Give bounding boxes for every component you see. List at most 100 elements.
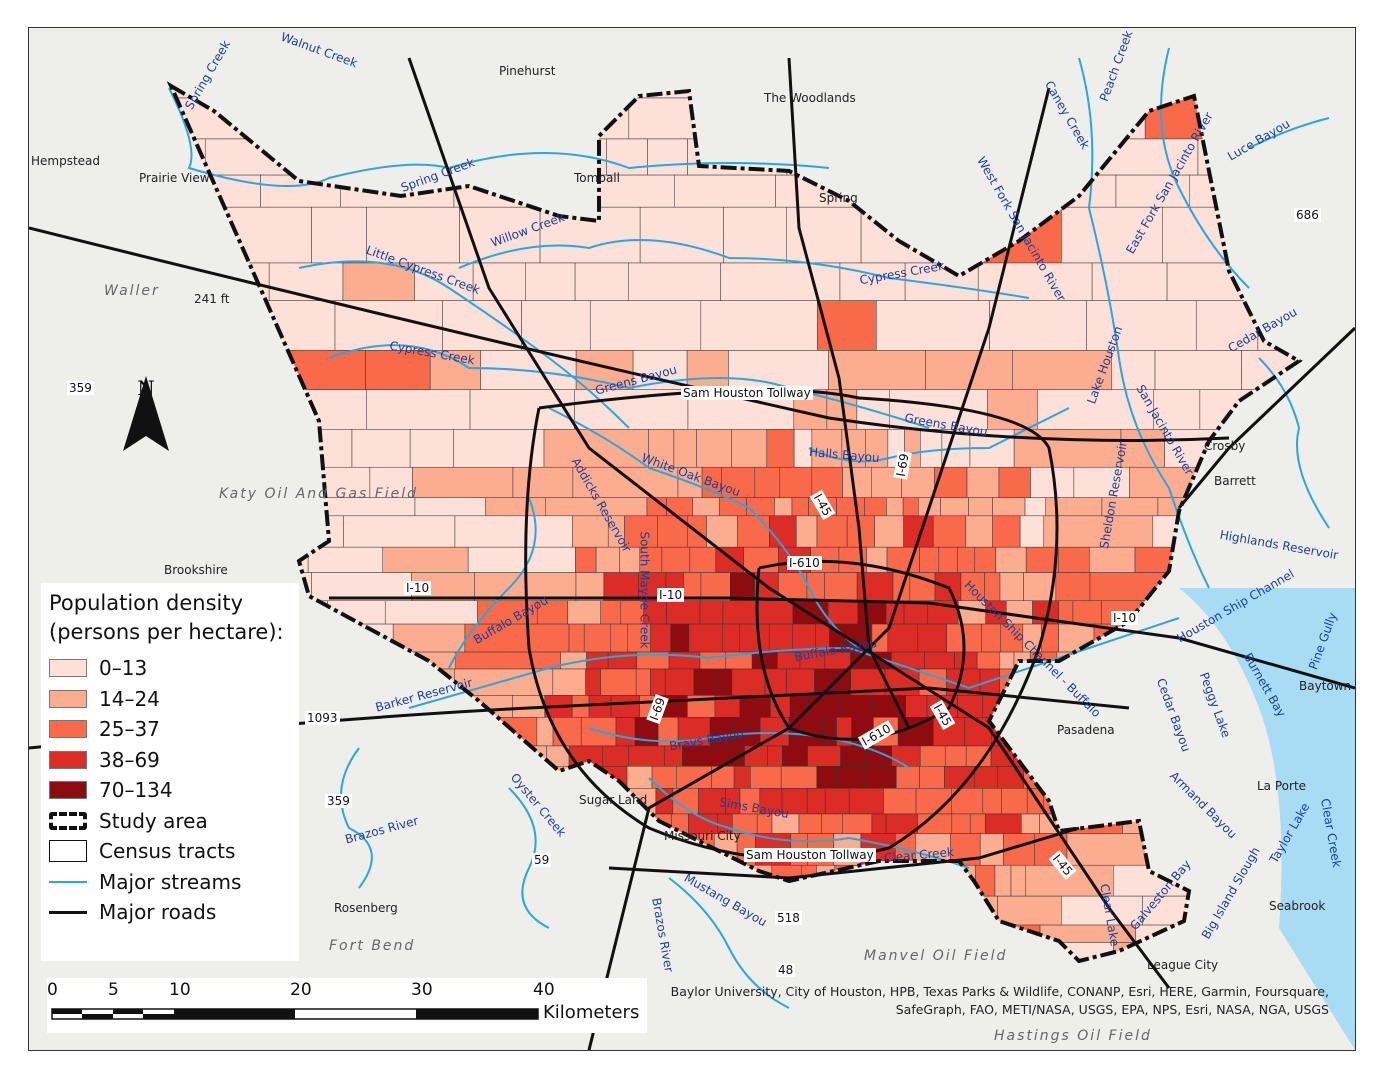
census-tract[interactable] [583, 623, 612, 653]
census-tract[interactable] [998, 466, 1031, 498]
census-tract[interactable] [365, 350, 431, 390]
census-tract[interactable] [693, 668, 718, 696]
census-tract[interactable] [827, 600, 859, 625]
census-tract[interactable] [751, 924, 784, 943]
census-tract[interactable] [766, 429, 795, 468]
census-tract[interactable] [979, 895, 998, 926]
census-tract[interactable] [454, 515, 573, 548]
census-tract[interactable] [414, 497, 486, 517]
census-tract[interactable] [434, 833, 548, 866]
census-tract[interactable] [1043, 515, 1154, 548]
census-tract[interactable] [857, 600, 887, 625]
census-tract[interactable] [731, 429, 768, 468]
census-tract[interactable] [934, 466, 968, 498]
census-tract[interactable] [409, 429, 454, 468]
census-tract[interactable] [836, 766, 865, 789]
census-tract[interactable] [294, 833, 335, 866]
census-tract[interactable] [615, 717, 636, 747]
census-tract[interactable] [786, 668, 815, 696]
census-tract[interactable] [595, 546, 620, 573]
census-tract[interactable] [159, 300, 245, 351]
census-tract[interactable] [880, 924, 906, 943]
census-tract[interactable] [1177, 546, 1257, 573]
census-tract[interactable] [453, 429, 545, 468]
census-tract[interactable] [822, 717, 837, 747]
census-tract[interactable] [864, 497, 887, 517]
census-tract[interactable] [552, 668, 586, 696]
census-tract[interactable] [696, 429, 732, 468]
census-tract[interactable] [1135, 924, 1201, 943]
census-tract[interactable] [565, 68, 626, 99]
census-tract[interactable] [455, 651, 562, 670]
census-tract[interactable] [1315, 390, 1355, 430]
census-tract[interactable] [701, 924, 717, 943]
census-tract[interactable] [610, 695, 640, 718]
census-tract[interactable] [1058, 546, 1090, 573]
census-tract[interactable] [159, 206, 211, 264]
census-tract[interactable] [767, 745, 783, 767]
census-tract[interactable] [311, 206, 367, 264]
census-tract[interactable] [498, 924, 592, 943]
census-tract[interactable] [732, 717, 761, 747]
census-tract[interactable] [955, 895, 981, 926]
census-tract[interactable] [574, 262, 629, 301]
census-tract[interactable] [997, 895, 1062, 926]
census-tract[interactable] [722, 623, 741, 653]
census-tract[interactable] [1055, 745, 1089, 767]
census-tract[interactable] [898, 895, 928, 926]
census-tract[interactable] [891, 651, 925, 670]
census-tract[interactable] [1166, 262, 1272, 301]
census-tract[interactable] [994, 138, 1087, 176]
census-tract[interactable] [628, 97, 719, 140]
census-tract[interactable] [1088, 546, 1136, 573]
census-tract[interactable] [384, 600, 478, 625]
census-tract[interactable] [791, 497, 809, 517]
census-tract[interactable] [925, 864, 956, 897]
census-tract[interactable] [887, 623, 919, 653]
census-tract[interactable] [243, 97, 300, 140]
census-tract[interactable] [676, 766, 712, 789]
census-tract[interactable] [860, 206, 968, 264]
census-tract[interactable] [927, 895, 956, 926]
census-tract[interactable] [454, 942, 553, 973]
map[interactable]: Pinehurst The Woodlands Hempstead Prairie V… [28, 27, 1356, 1051]
census-tract[interactable] [824, 788, 850, 815]
census-tract[interactable] [1075, 651, 1091, 670]
census-tract[interactable] [1097, 788, 1185, 815]
census-tract[interactable] [1089, 572, 1202, 602]
census-tract[interactable] [938, 546, 958, 573]
census-tract[interactable] [639, 206, 724, 264]
census-tract[interactable] [1065, 788, 1098, 815]
census-tract[interactable] [798, 942, 819, 973]
census-tract[interactable] [966, 466, 1000, 498]
census-tract[interactable] [848, 68, 944, 99]
census-tract[interactable] [159, 515, 254, 548]
census-tract[interactable] [568, 833, 588, 866]
census-tract[interactable] [422, 864, 480, 897]
census-tract[interactable] [886, 497, 904, 517]
census-tract[interactable] [821, 813, 843, 834]
census-tract[interactable] [209, 206, 312, 264]
census-tract[interactable] [996, 766, 1025, 789]
census-tract[interactable] [919, 766, 945, 789]
census-tract[interactable] [769, 515, 797, 548]
census-tract[interactable] [992, 515, 1021, 548]
census-tract[interactable] [707, 745, 728, 767]
census-tract[interactable] [1045, 497, 1103, 517]
census-tract[interactable] [436, 717, 481, 747]
census-tract[interactable] [512, 466, 574, 498]
census-tract[interactable] [943, 68, 1057, 99]
census-tract[interactable] [552, 942, 597, 973]
census-tract[interactable] [883, 864, 904, 897]
census-tract[interactable] [661, 546, 691, 573]
census-tract[interactable] [1321, 207, 1355, 263]
census-tract[interactable] [1039, 766, 1069, 789]
census-tract[interactable] [624, 515, 658, 548]
census-tract[interactable] [669, 924, 702, 943]
census-tract[interactable] [585, 668, 601, 696]
census-tract[interactable] [599, 813, 620, 834]
census-tract[interactable] [874, 515, 904, 548]
census-tract[interactable] [733, 766, 751, 789]
census-tract[interactable] [1175, 68, 1240, 99]
census-tract[interactable] [919, 546, 940, 573]
